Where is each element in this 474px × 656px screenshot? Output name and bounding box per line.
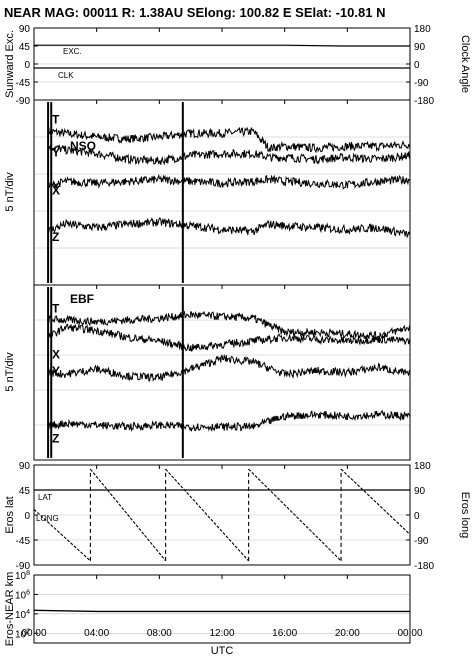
- sunward-ylabel: Sunward Exc.: [4, 30, 16, 98]
- distance-left-tick-label-1: 106: [15, 589, 30, 601]
- ebf-trace-t: [47, 310, 411, 341]
- x-tick-label-0: 00:00: [21, 628, 46, 639]
- panel-sunward-grid: [34, 45, 410, 83]
- nso-trace-y: [47, 143, 411, 166]
- ebf-trace-label-y: Y: [52, 364, 60, 378]
- exc-label: EXC.: [63, 47, 82, 56]
- nso-trace-x: [47, 173, 411, 190]
- panel-ebf-lines: [47, 287, 411, 458]
- nso-trace-t: [47, 126, 411, 154]
- panel-nso: NSO T Y X Z 5 nT/div: [4, 99, 411, 286]
- sunward-left-tick-label-3: -45: [16, 78, 31, 89]
- distance-left-tick-label-0: 108: [15, 570, 30, 582]
- nso-ylabel: 5 nT/div: [4, 172, 16, 212]
- nso-trace-label-x: X: [52, 184, 60, 198]
- sunward-left-tick-label-4: -90: [16, 96, 31, 107]
- ebf-ylabel: 5 nT/div: [4, 352, 16, 392]
- x-tick-label-6: 00:00: [397, 628, 422, 639]
- eros-right-tick-label-3: -90: [414, 536, 429, 547]
- x-tick-label-1: 04:00: [84, 628, 109, 639]
- sunward-right-tick-label-3: -90: [414, 78, 429, 89]
- sunward-series-exc: [34, 44, 410, 47]
- figure-title: NEAR MAG: 00011 R: 1.38AU SElong: 100.82…: [4, 5, 385, 20]
- panel-eros-lines: [33, 468, 411, 562]
- panel-nso-lines: [47, 102, 411, 283]
- panel-nso-frame: [33, 99, 411, 286]
- panel-distance-lines: [33, 609, 410, 613]
- ebf-trace-z: [47, 409, 411, 433]
- eros-long-segment-8: [340, 468, 411, 535]
- ebf-trace-x: [47, 323, 411, 352]
- lat-label: LAT: [38, 493, 52, 502]
- distance-left-tick-label-2: 104: [15, 609, 30, 621]
- panel-ebf-trace-labels: T XY Z: [52, 301, 60, 445]
- panel-eros: 90 45 0 -45 -90 180 90 0 -90 -180 LAT LONG Eros …: [4, 461, 471, 572]
- nso-trace-label-y: Y: [52, 146, 60, 160]
- panel-sunward: 90 45 0 -45 -90 180 90 0 -90 -180 EXC. CLK Sunwa…: [4, 24, 471, 107]
- x-tick-label-2: 08:00: [147, 628, 172, 639]
- x-tick-label-4: 16:00: [272, 628, 297, 639]
- ebf-trace-label-z: Z: [52, 432, 59, 446]
- eros-right-tick-label-1: 90: [414, 486, 426, 497]
- sunward-right-tick-label-0: 180: [414, 24, 431, 35]
- panel-sunward-left-ticks: 90 45 0 -45 -90: [16, 24, 38, 107]
- x-tick-label-3: 12:00: [209, 628, 234, 639]
- ebf-trace-label-x: X: [52, 347, 60, 361]
- panel-ebf: EBF T XY Z 5 nT/div: [4, 284, 411, 461]
- eros-right-tick-label-4: -180: [414, 561, 434, 572]
- eros-right-tick-label-2: 0: [414, 511, 420, 522]
- nso-panel-label: NSO: [70, 139, 96, 153]
- panel-nso-trace-labels: T Y X Z: [52, 113, 60, 244]
- clk-label: CLK: [58, 71, 74, 80]
- nso-trace-label-t: T: [52, 113, 60, 127]
- sunward-right-tick-label-1: 90: [414, 42, 426, 53]
- panel-sunward-lines: [34, 44, 410, 69]
- x-axis-ticks: 00:00 04:00 08:00 12:00 16:00 20:00 00:00: [21, 28, 423, 639]
- ebf-trace-y: [47, 353, 411, 382]
- eros-right-tick-label-0: 180: [414, 461, 431, 472]
- eros-left-tick-label-2: 0: [24, 511, 30, 522]
- x-axis-label: UTC: [211, 645, 234, 656]
- clock-angle-ylabel: Clock Angle: [459, 35, 471, 93]
- nso-trace-z: [47, 217, 411, 238]
- eros-long-segment-4: [165, 468, 250, 562]
- eros-long-segment-0: [33, 509, 91, 562]
- sunward-left-tick-label-0: 90: [19, 24, 31, 35]
- panel-eros-right-ticks: 180 90 0 -90 -180: [406, 461, 434, 572]
- eros-left-tick-label-1: 45: [19, 486, 31, 497]
- distance-series: [33, 609, 410, 613]
- eros-left-tick-label-4: -90: [16, 561, 31, 572]
- sunward-left-tick-label-2: 0: [24, 60, 30, 71]
- sunward-right-tick-label-2: 0: [414, 60, 420, 71]
- eros-long-segment-2: [89, 468, 167, 562]
- long-label: LONG: [36, 514, 59, 523]
- ebf-trace-label-t: T: [52, 301, 60, 315]
- distance-ylabel: Eros-NEAR km: [4, 572, 16, 647]
- sunward-right-tick-label-4: -180: [414, 96, 434, 107]
- eros-lat-ylabel: Eros lat: [4, 496, 16, 533]
- panel-eros-left-ticks: 90 45 0 -45 -90: [16, 461, 38, 572]
- panel-distance-grid: [34, 594, 410, 634]
- distance-left-tick-label-3: 102: [15, 628, 30, 640]
- x-tick-label-5: 20:00: [335, 628, 360, 639]
- eros-left-tick-label-3: -45: [16, 536, 31, 547]
- sunward-left-tick-label-1: 45: [19, 42, 31, 53]
- ebf-panel-label: EBF: [70, 292, 94, 306]
- eros-left-tick-label-0: 90: [19, 461, 31, 472]
- panel-distance-left-ticks: 108 106 104 102: [15, 570, 38, 640]
- eros-long-segment-6: [248, 468, 342, 562]
- eros-long-ylabel: Eros long: [459, 492, 471, 538]
- nso-trace-label-z: Z: [52, 230, 59, 244]
